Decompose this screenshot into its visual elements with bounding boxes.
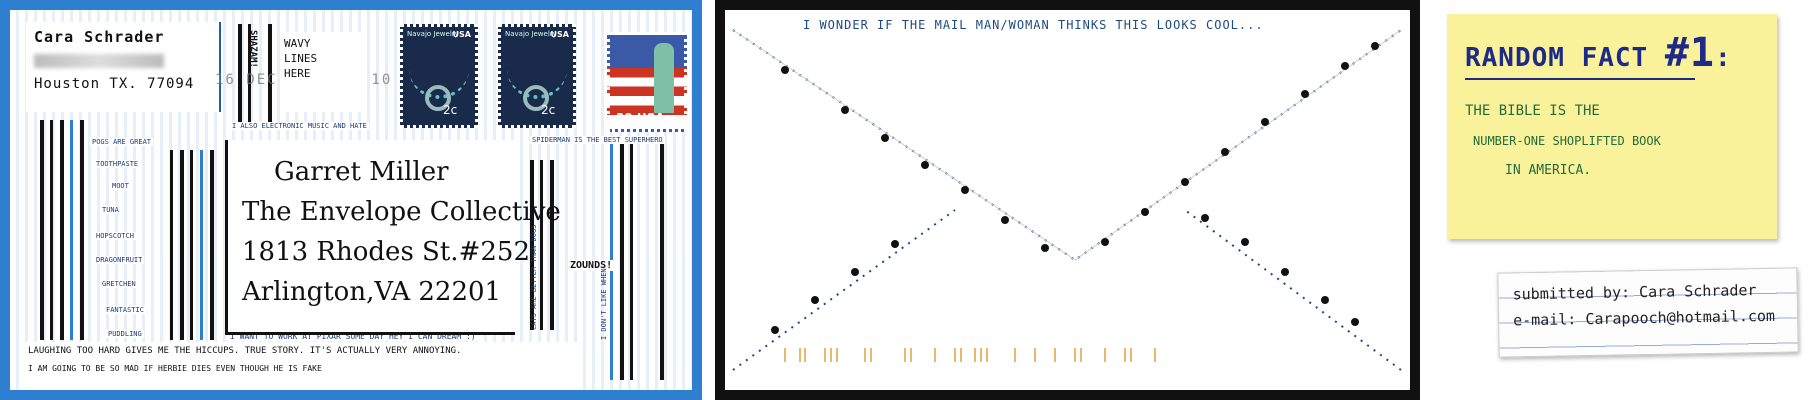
fact-title-text: RANDOM FACT bbox=[1465, 43, 1665, 73]
label-toothpaste: TOOTHPASTE bbox=[94, 160, 141, 168]
label-dragonfruit: DRAGONFRUIT bbox=[94, 256, 145, 264]
stamp-navajo-2: Navajo Jewelry USA 2c bbox=[498, 24, 576, 128]
recipient-city: Arlington,VA 22201 bbox=[242, 277, 502, 307]
note-dislikes: I DON'T LIKE WHEN bbox=[600, 268, 608, 340]
envelope-flaps bbox=[732, 29, 1402, 371]
random-fact-sticky-note: RANDOM FACT #1: THE BIBLE IS THE NUMBER-… bbox=[1447, 14, 1777, 239]
fact-line-2: NUMBER-ONE SHOPLIFTED BOOK bbox=[1473, 134, 1661, 148]
fact-line-3: IN AMERICA. bbox=[1505, 163, 1592, 178]
recipient-name: Garret Miller bbox=[274, 157, 449, 187]
submitted-by-card: submitted by: Cara Schrader e-mail: Cara… bbox=[1497, 267, 1799, 358]
note-cats: CATS ARE BETTER THAN DOGS bbox=[530, 224, 538, 330]
email: e-mail: Carapooch@hotmail.com bbox=[1512, 306, 1776, 330]
stripe bbox=[180, 150, 184, 340]
recipient-street: 1813 Rhodes St.#252 bbox=[242, 237, 530, 267]
side-label: SHAZAM! bbox=[248, 30, 258, 68]
label-puddling: PUDDLING bbox=[106, 330, 144, 338]
wavy-line-3: HERE bbox=[284, 67, 311, 80]
fact-line-1: THE BIBLE IS THE bbox=[1465, 103, 1600, 119]
stamp-value: 2c bbox=[541, 103, 556, 117]
stamp-label: Navajo Jewelry bbox=[505, 30, 557, 38]
note-zounds: ZOUNDS! bbox=[568, 260, 615, 271]
stamp-country: USA bbox=[550, 30, 569, 39]
bottom-note-1: LAUGHING TOO HARD GIVES ME THE HICCUPS. … bbox=[28, 346, 462, 356]
stripe bbox=[660, 140, 664, 380]
stripe bbox=[40, 120, 44, 340]
stripe bbox=[540, 160, 543, 330]
envelope-back: I WONDER IF THE MAIL MAN/WOMAN THINKS TH… bbox=[715, 0, 1420, 400]
note-pogs: POGS ARE GREAT bbox=[90, 138, 154, 146]
stripe bbox=[190, 150, 193, 340]
stripe bbox=[530, 160, 534, 330]
pendant-icon bbox=[425, 85, 451, 111]
stripe bbox=[620, 140, 624, 380]
label-fantastic: FANTASTIC bbox=[104, 306, 146, 314]
redacted-street bbox=[34, 54, 164, 68]
stripe bbox=[170, 150, 173, 340]
stripe bbox=[550, 160, 554, 330]
stripe bbox=[80, 120, 84, 340]
stamp-label: Navajo Jewelry bbox=[407, 30, 459, 38]
stamp-value: 2c bbox=[443, 103, 458, 117]
fact-number: #1 bbox=[1664, 30, 1716, 76]
stripe bbox=[630, 140, 633, 380]
label-gretchen: GRETCHEN bbox=[100, 280, 138, 288]
stamp-navajo-1: Navajo Jewelry USA 2c bbox=[400, 24, 478, 128]
stripe bbox=[248, 24, 251, 124]
fact-colon: : bbox=[1715, 43, 1732, 73]
note-pixar: I WANT TO WORK AT PIXAR SOME DAY HEY I C… bbox=[228, 332, 478, 341]
note-electronic: I ALSO ELECTRONIC MUSIC AND HATE bbox=[230, 122, 369, 130]
return-city: Houston TX. 77094 bbox=[34, 76, 195, 92]
title-underline bbox=[1465, 78, 1695, 80]
note-spiderman: SPIDERMAN IS THE BEST SUPERHERO bbox=[530, 136, 665, 144]
wavy-line-1: WAVY bbox=[284, 37, 311, 50]
envelope-back-paper: I WONDER IF THE MAIL MAN/WOMAN THINKS TH… bbox=[725, 10, 1410, 390]
wavy-line-2: LINES bbox=[284, 52, 318, 65]
label-hopscotch: HOPSCOTCH bbox=[94, 232, 136, 240]
bottom-notes: LAUGHING TOO HARD GIVES ME THE HICCUPS. … bbox=[22, 342, 582, 390]
flag-stamp: 39 USA bbox=[607, 32, 687, 132]
recipient-org: The Envelope Collective bbox=[242, 197, 561, 227]
stamp-country: USA bbox=[452, 30, 471, 39]
back-note: I WONDER IF THE MAIL MAN/WOMAN THINKS TH… bbox=[803, 18, 1264, 32]
bottom-note-2: I AM GOING TO BE SO MAD IF HERBIE DIES E… bbox=[28, 364, 322, 373]
wavy-lines-note: WAVY LINES HERE bbox=[280, 32, 365, 112]
stripe bbox=[60, 120, 64, 340]
label-tuna: TUNA bbox=[100, 206, 121, 214]
stripe bbox=[70, 120, 73, 340]
recipient-address: Garret Miller The Envelope Collective 18… bbox=[225, 140, 561, 335]
stripe bbox=[50, 120, 53, 340]
return-name: Cara Schrader bbox=[34, 28, 165, 46]
envelope-front: Cara Schrader Houston TX. 77094 16 DEC 2… bbox=[0, 0, 702, 400]
stripe bbox=[200, 150, 203, 340]
stripe bbox=[268, 24, 272, 124]
stripe bbox=[238, 24, 242, 124]
statue-of-liberty-icon bbox=[654, 43, 674, 113]
flag-stamp-value: 39 USA bbox=[616, 111, 665, 125]
return-address: Cara Schrader Houston TX. 77094 bbox=[26, 22, 221, 112]
stripe bbox=[210, 150, 214, 340]
fact-title: RANDOM FACT #1: bbox=[1465, 30, 1759, 76]
pendant-icon bbox=[523, 85, 549, 111]
label-moot: MOOT bbox=[110, 182, 131, 190]
